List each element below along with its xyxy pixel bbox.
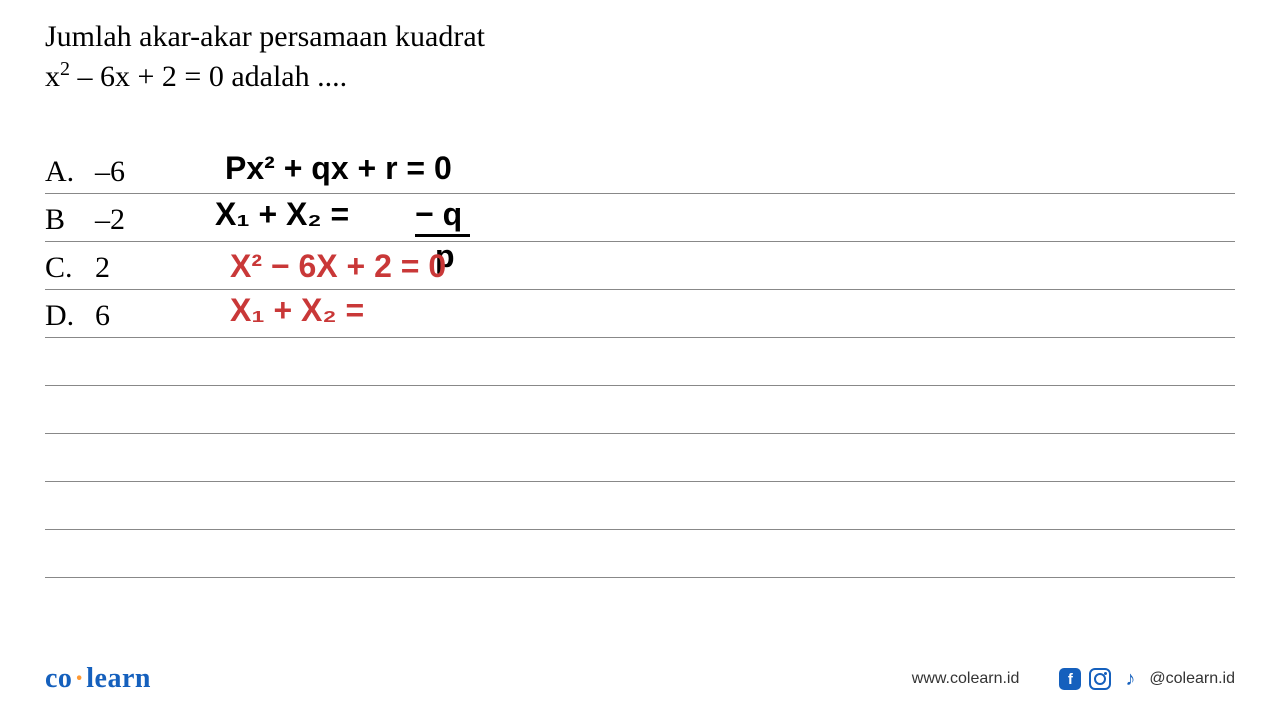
social-handle: @colearn.id [1149, 670, 1235, 688]
paper-line [45, 386, 1235, 434]
handwriting-red-eq2: X₁ + X₂ = [230, 292, 364, 329]
options-list: A. –6 B –2 C. 2 D. 6 [45, 146, 195, 338]
question-text-line2: x2 – 6x + 2 = 0 adalah .... [45, 58, 1235, 94]
paper-line [45, 338, 1235, 386]
option-c: C. 2 [45, 242, 195, 290]
paper-line [45, 530, 1235, 578]
footer: co·learn www.colearn.id f ♪ @colearn.id [45, 663, 1235, 695]
logo-dot-icon: · [74, 663, 84, 695]
facebook-icon: f [1059, 668, 1081, 690]
website-url: www.colearn.id [912, 670, 1020, 688]
lined-paper: Px² + qx + r = 0 X₁ + X₂ = − q p X² − 6X… [45, 146, 1235, 578]
instagram-icon [1089, 668, 1111, 690]
handwriting-frac-top: − q [415, 196, 462, 233]
paper-line: Px² + qx + r = 0 [45, 146, 1235, 194]
handwriting-formula1: Px² + qx + r = 0 [225, 150, 452, 187]
question-text-line1: Jumlah akar-akar persamaan kuadrat [45, 20, 1235, 54]
social-links: f ♪ @colearn.id [1059, 668, 1235, 690]
tiktok-icon: ♪ [1119, 668, 1141, 690]
handwriting-formula2-left: X₁ + X₂ = [215, 196, 349, 233]
fraction-line [415, 234, 470, 237]
paper-line [45, 482, 1235, 530]
option-label: B [45, 199, 95, 237]
option-value: 2 [95, 247, 195, 285]
option-b: B –2 [45, 194, 195, 242]
option-d: D. 6 [45, 290, 195, 338]
paper-line [45, 434, 1235, 482]
option-value: 6 [95, 295, 195, 333]
paper-line: X₁ + X₂ = − q [45, 194, 1235, 242]
option-label: C. [45, 247, 95, 285]
handwriting-red-eq1: X² − 6X + 2 = 0 [230, 248, 446, 285]
brand-logo: co·learn [45, 663, 151, 695]
option-label: A. [45, 151, 95, 189]
option-a: A. –6 [45, 146, 195, 194]
option-value: –6 [95, 151, 195, 189]
paper-line: X² − 6X + 2 = 0 X₁ + X₂ = [45, 290, 1235, 338]
option-value: –2 [95, 199, 195, 237]
paper-line: p [45, 242, 1235, 290]
option-label: D. [45, 295, 95, 333]
